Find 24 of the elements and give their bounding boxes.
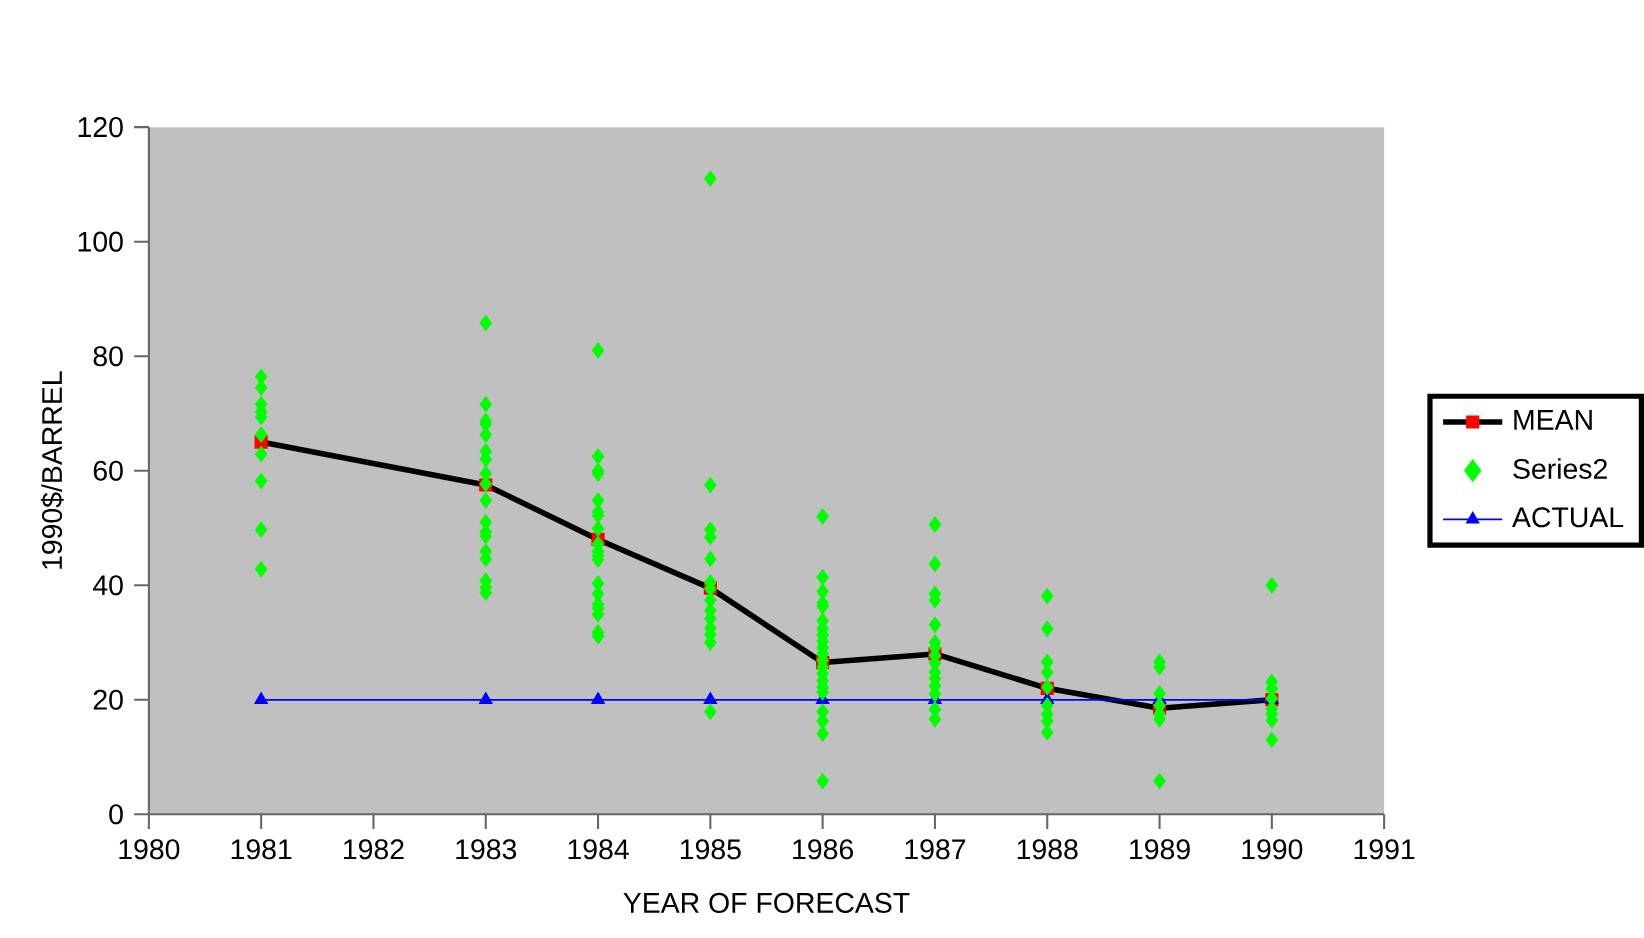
legend-label: MEAN bbox=[1514, 410, 1592, 430]
x-axis-title: YEAR OF FORECAST bbox=[623, 893, 910, 914]
y-tick-label: 80 bbox=[93, 346, 123, 367]
x-tick-label: 1988 bbox=[1017, 839, 1078, 860]
legend-label: ACTUAL bbox=[1512, 507, 1624, 528]
y-tick-label: 60 bbox=[93, 460, 123, 481]
x-tick-label: 1984 bbox=[568, 839, 629, 860]
x-tick-label: 1981 bbox=[231, 839, 292, 860]
legend-label: Series2 bbox=[1513, 458, 1607, 480]
y-tick-label: 20 bbox=[93, 689, 123, 711]
x-tick-label: 1991 bbox=[1354, 839, 1415, 860]
x-tick-label: 1982 bbox=[344, 839, 404, 860]
y-tick-label: 40 bbox=[92, 575, 123, 596]
x-tick-label: 1989 bbox=[1130, 839, 1190, 860]
y-tick-label: 100 bbox=[78, 231, 123, 252]
x-tick-label: 1983 bbox=[456, 839, 517, 860]
y-tick-label: 120 bbox=[78, 117, 123, 138]
x-tick-label: 1990 bbox=[1242, 839, 1303, 860]
x-tick-label: 1987 bbox=[905, 839, 966, 860]
x-tick-label: 1986 bbox=[793, 839, 853, 860]
x-tick-label: 1985 bbox=[680, 839, 741, 860]
y-tick-label: 0 bbox=[109, 804, 123, 825]
y-axis-title: 1990$/BARREL bbox=[40, 371, 64, 570]
x-tick-label: 1980 bbox=[119, 839, 180, 860]
